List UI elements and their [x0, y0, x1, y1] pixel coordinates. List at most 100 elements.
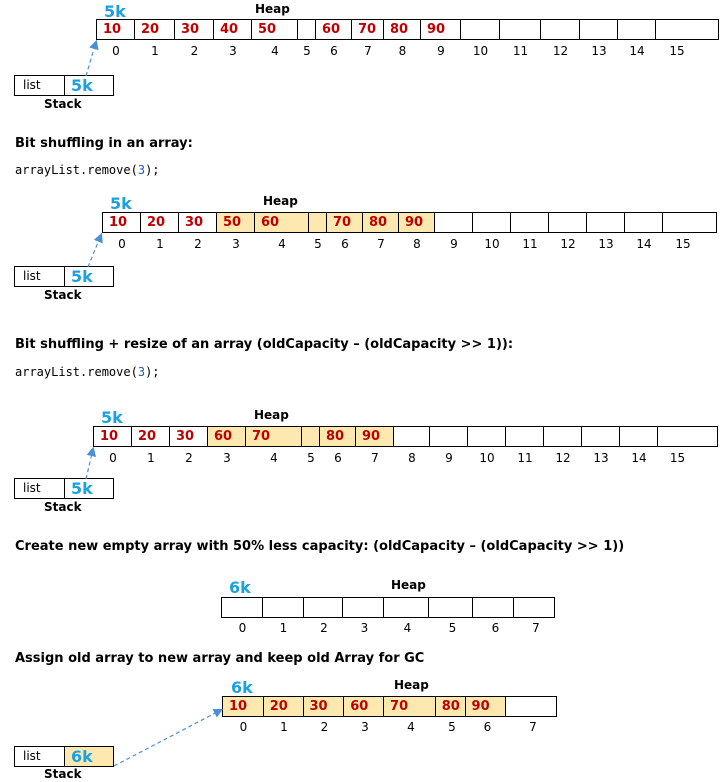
array-cell: [473, 213, 511, 232]
array-cell: 50: [217, 213, 255, 232]
array-cell: [582, 427, 620, 446]
code-call: arrayList.remove(: [15, 163, 138, 177]
array-cell: [298, 20, 316, 39]
heap-array: [221, 597, 555, 618]
array-index: 6: [483, 720, 492, 734]
array-cell: [549, 213, 587, 232]
array-index: 3: [229, 44, 237, 58]
heap-label: Heap: [255, 2, 290, 16]
array-index: 1: [280, 720, 288, 734]
array-cell: [461, 20, 500, 39]
array-cell: [343, 598, 385, 617]
array-index: 10: [484, 237, 500, 251]
array-index: 1: [279, 621, 288, 635]
array-index: 0: [238, 621, 247, 635]
array-index: 1: [151, 44, 159, 58]
array-cell: [430, 427, 468, 446]
array-index: 3: [361, 720, 369, 734]
code-call: arrayList.remove(: [15, 365, 138, 379]
reference-arrow: [113, 708, 224, 767]
array-index: 7: [364, 44, 372, 58]
array-cell: 80: [363, 213, 399, 232]
array-index: 7: [532, 621, 540, 635]
array-cell: 70: [327, 213, 363, 232]
array-cell: 70: [246, 427, 302, 446]
array-cell: [620, 427, 658, 446]
array-cell: [511, 213, 549, 232]
array-cell: 50: [252, 20, 298, 39]
array-cell: [544, 427, 582, 446]
array-cell: 90: [399, 213, 435, 232]
array-cell: [506, 427, 544, 446]
array-index: 0: [239, 720, 248, 734]
heap-label: Heap: [254, 408, 289, 422]
array-cell: 60: [255, 213, 309, 232]
array-cell: 40: [214, 20, 252, 39]
array-cell: 10: [94, 427, 132, 446]
code-argument: 3: [137, 163, 146, 177]
array-index: 12: [552, 44, 569, 58]
stack-variable-name: list: [15, 479, 65, 498]
array-cell: 30: [175, 20, 214, 39]
stack-caption: Stack: [44, 97, 82, 111]
array-address: 6k: [229, 578, 251, 597]
array-index: 12: [555, 451, 571, 465]
array-index: 5: [448, 621, 457, 635]
array-index: 4: [403, 621, 412, 635]
array-index: 6: [491, 621, 500, 635]
array-cell: [500, 20, 541, 39]
array-index: 4: [278, 237, 286, 251]
array-index: 5: [314, 237, 322, 251]
array-address: 6k: [231, 678, 253, 697]
array-cell: 60: [344, 697, 385, 716]
array-cell: 20: [263, 697, 304, 716]
array-index: 14: [631, 451, 647, 465]
array-cell: 90: [356, 427, 394, 446]
array-cell: 30: [303, 697, 345, 716]
array-index: 4: [271, 44, 279, 58]
array-index: 5: [303, 44, 311, 58]
array-cell: [304, 598, 344, 617]
array-cell: 70: [352, 20, 384, 39]
reference-arrow: [85, 39, 99, 77]
array-index: 3: [232, 237, 240, 251]
array-index: 15: [669, 451, 686, 465]
array-cell: 20: [135, 20, 175, 39]
array-cell: [309, 213, 327, 232]
array-cell: 10: [223, 697, 264, 716]
array-index: 4: [270, 451, 278, 465]
array-index: 15: [675, 237, 691, 251]
heap-label: Heap: [391, 578, 426, 592]
array-cell: 10: [97, 20, 135, 39]
heap-label: Heap: [263, 194, 298, 208]
array-cell: 20: [132, 427, 170, 446]
stack-variable-name: list: [15, 747, 65, 766]
array-cell: [468, 427, 506, 446]
heap-array: 10 20 30 50 60 70 80 90: [102, 212, 717, 233]
array-index: 11: [522, 237, 538, 251]
array-index: 5: [448, 720, 456, 734]
array-cell: [435, 213, 473, 232]
array-cell: 20: [141, 213, 179, 232]
array-index: 5: [307, 451, 315, 465]
stack-caption: Stack: [44, 767, 82, 781]
stack-variable-name: list: [15, 267, 65, 286]
array-cell: [384, 598, 429, 617]
array-index: 4: [407, 720, 415, 734]
array-index: 6: [341, 237, 349, 251]
array-index: 9: [445, 451, 453, 465]
array-index: 13: [591, 44, 607, 58]
heap-array: 10 20 30 60 70 80 90: [222, 696, 557, 717]
array-cell: 10: [103, 213, 141, 232]
array-index: 1: [147, 451, 155, 465]
section-heading: Bit shuffling + resize of an array (oldC…: [15, 337, 514, 352]
array-index: 7: [377, 237, 385, 251]
section-heading: Bit shuffling in an array:: [15, 136, 193, 151]
array-index: 3: [223, 451, 231, 465]
reference-arrow: [85, 446, 97, 480]
code-suffix: );: [145, 163, 160, 177]
array-cell: [587, 213, 625, 232]
array-cell: [222, 598, 263, 617]
